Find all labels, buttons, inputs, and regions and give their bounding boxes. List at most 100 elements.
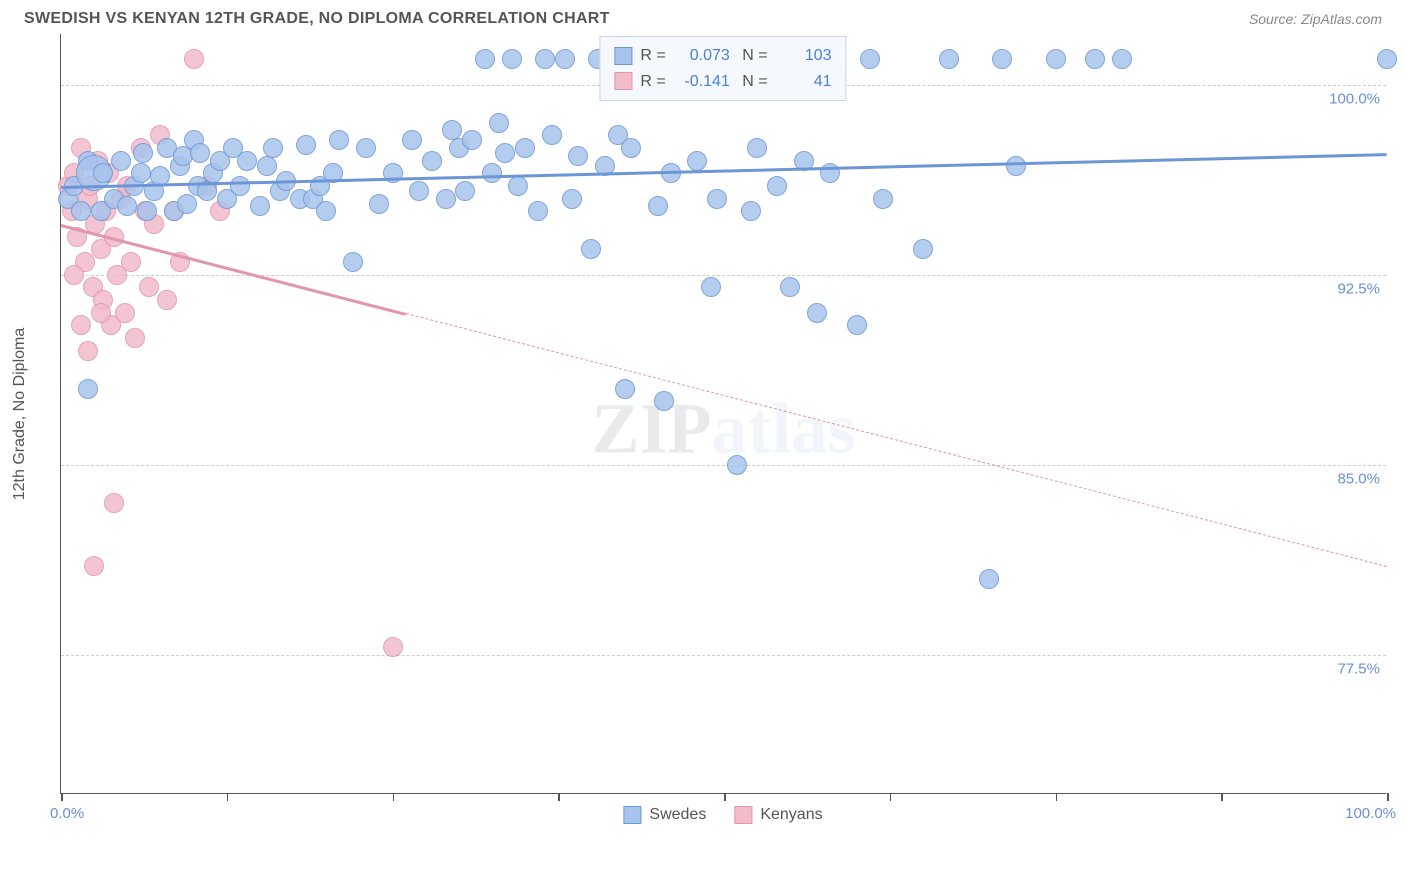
legend-item-kenyans[interactable]: Kenyans bbox=[734, 806, 822, 824]
data-point-kenyans[interactable] bbox=[104, 493, 124, 513]
data-point-swedes[interactable] bbox=[1006, 156, 1026, 176]
data-point-swedes[interactable] bbox=[402, 130, 422, 150]
data-point-swedes[interactable] bbox=[873, 189, 893, 209]
data-point-swedes[interactable] bbox=[508, 176, 528, 196]
x-tick bbox=[1387, 793, 1389, 801]
data-point-swedes[interactable] bbox=[528, 201, 548, 221]
y-tick-label: 85.0% bbox=[1337, 470, 1388, 487]
data-point-swedes[interactable] bbox=[369, 194, 389, 214]
data-point-kenyans[interactable] bbox=[78, 341, 98, 361]
data-point-swedes[interactable] bbox=[356, 138, 376, 158]
data-point-swedes[interactable] bbox=[71, 201, 91, 221]
data-point-swedes[interactable] bbox=[343, 252, 363, 272]
swedes-n-value: 103 bbox=[776, 43, 832, 69]
data-point-swedes[interactable] bbox=[1085, 49, 1105, 69]
chart-title: SWEDISH VS KENYAN 12TH GRADE, NO DIPLOMA… bbox=[24, 10, 610, 28]
data-point-swedes[interactable] bbox=[190, 143, 210, 163]
data-point-swedes[interactable] bbox=[648, 196, 668, 216]
data-point-swedes[interactable] bbox=[1046, 49, 1066, 69]
data-point-swedes[interactable] bbox=[568, 146, 588, 166]
data-point-swedes[interactable] bbox=[913, 239, 933, 259]
data-point-swedes[interactable] bbox=[111, 151, 131, 171]
data-point-kenyans[interactable] bbox=[184, 49, 204, 69]
data-point-swedes[interactable] bbox=[475, 49, 495, 69]
data-point-kenyans[interactable] bbox=[157, 290, 177, 310]
data-point-swedes[interactable] bbox=[93, 163, 113, 183]
data-point-kenyans[interactable] bbox=[125, 328, 145, 348]
data-point-kenyans[interactable] bbox=[64, 265, 84, 285]
data-point-swedes[interactable] bbox=[137, 201, 157, 221]
data-point-swedes[interactable] bbox=[621, 138, 641, 158]
data-point-swedes[interactable] bbox=[581, 239, 601, 259]
data-point-swedes[interactable] bbox=[482, 163, 502, 183]
kenyans-legend-swatch-icon bbox=[734, 806, 752, 824]
data-point-swedes[interactable] bbox=[257, 156, 277, 176]
data-point-swedes[interactable] bbox=[177, 194, 197, 214]
watermark: ZIPatlas bbox=[591, 387, 855, 470]
data-point-swedes[interactable] bbox=[230, 176, 250, 196]
data-point-swedes[interactable] bbox=[250, 196, 270, 216]
data-point-swedes[interactable] bbox=[455, 181, 475, 201]
data-point-kenyans[interactable] bbox=[115, 303, 135, 323]
legend-item-swedes[interactable]: Swedes bbox=[623, 806, 706, 824]
data-point-swedes[interactable] bbox=[555, 49, 575, 69]
data-point-swedes[interactable] bbox=[263, 138, 283, 158]
gridline bbox=[61, 655, 1386, 656]
data-point-swedes[interactable] bbox=[329, 130, 349, 150]
data-point-swedes[interactable] bbox=[422, 151, 442, 171]
x-tick bbox=[724, 793, 726, 801]
data-point-swedes[interactable] bbox=[78, 379, 98, 399]
data-point-swedes[interactable] bbox=[615, 379, 635, 399]
data-point-swedes[interactable] bbox=[131, 163, 151, 183]
data-point-swedes[interactable] bbox=[133, 143, 153, 163]
data-point-kenyans[interactable] bbox=[383, 637, 403, 657]
data-point-swedes[interactable] bbox=[462, 130, 482, 150]
legend: Swedes Kenyans bbox=[623, 806, 822, 824]
data-point-swedes[interactable] bbox=[654, 391, 674, 411]
data-point-swedes[interactable] bbox=[727, 455, 747, 475]
data-point-swedes[interactable] bbox=[117, 196, 137, 216]
kenyans-swatch-icon bbox=[614, 72, 632, 90]
data-point-swedes[interactable] bbox=[747, 138, 767, 158]
plot-region: ZIPatlas 100.0%92.5%85.0%77.5% bbox=[60, 34, 1386, 794]
data-point-swedes[interactable] bbox=[701, 277, 721, 297]
data-point-swedes[interactable] bbox=[860, 49, 880, 69]
data-point-swedes[interactable] bbox=[807, 303, 827, 323]
data-point-swedes[interactable] bbox=[847, 315, 867, 335]
data-point-swedes[interactable] bbox=[489, 113, 509, 133]
x-tick bbox=[558, 793, 560, 801]
data-point-swedes[interactable] bbox=[237, 151, 257, 171]
data-point-kenyans[interactable] bbox=[71, 315, 91, 335]
data-point-swedes[interactable] bbox=[316, 201, 336, 221]
data-point-swedes[interactable] bbox=[780, 277, 800, 297]
data-point-kenyans[interactable] bbox=[91, 303, 111, 323]
x-tick bbox=[227, 793, 229, 801]
x-tick bbox=[890, 793, 892, 801]
data-point-swedes[interactable] bbox=[409, 181, 429, 201]
data-point-swedes[interactable] bbox=[687, 151, 707, 171]
data-point-swedes[interactable] bbox=[939, 49, 959, 69]
data-point-swedes[interactable] bbox=[502, 49, 522, 69]
data-point-swedes[interactable] bbox=[992, 49, 1012, 69]
data-point-swedes[interactable] bbox=[436, 189, 456, 209]
data-point-kenyans[interactable] bbox=[121, 252, 141, 272]
data-point-swedes[interactable] bbox=[515, 138, 535, 158]
data-point-swedes[interactable] bbox=[535, 49, 555, 69]
x-axis-min-label: 0.0% bbox=[50, 805, 84, 822]
data-point-kenyans[interactable] bbox=[139, 277, 159, 297]
data-point-swedes[interactable] bbox=[979, 569, 999, 589]
x-axis-max-label: 100.0% bbox=[1345, 805, 1396, 822]
data-point-swedes[interactable] bbox=[707, 189, 727, 209]
kenyans-legend-label: Kenyans bbox=[760, 806, 822, 824]
data-point-swedes[interactable] bbox=[1377, 49, 1397, 69]
data-point-swedes[interactable] bbox=[767, 176, 787, 196]
data-point-swedes[interactable] bbox=[495, 143, 515, 163]
data-point-swedes[interactable] bbox=[562, 189, 582, 209]
data-point-swedes[interactable] bbox=[1112, 49, 1132, 69]
data-point-kenyans[interactable] bbox=[84, 556, 104, 576]
data-point-swedes[interactable] bbox=[542, 125, 562, 145]
kenyans-n-value: 41 bbox=[776, 69, 832, 95]
swedes-legend-swatch-icon bbox=[623, 806, 641, 824]
data-point-swedes[interactable] bbox=[296, 135, 316, 155]
data-point-swedes[interactable] bbox=[741, 201, 761, 221]
